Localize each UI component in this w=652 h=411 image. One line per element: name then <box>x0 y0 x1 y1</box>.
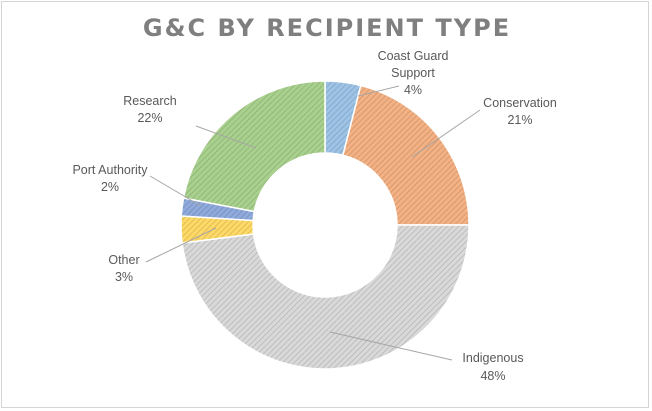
data-label-category: Coast Guard <box>378 49 449 63</box>
data-label-category: Conservation <box>483 96 557 110</box>
data-label-value: 4% <box>404 83 422 97</box>
data-label-category: Indigenous <box>462 351 523 365</box>
leader-line <box>357 85 400 97</box>
leader-line <box>149 175 202 207</box>
data-label-category: Research <box>123 94 177 108</box>
slice-indigenous <box>181 224 470 370</box>
data-label-value: 21% <box>507 113 532 127</box>
data-label-value: 22% <box>137 111 162 125</box>
data-label-category: Other <box>108 253 139 267</box>
data-label-category: Support <box>391 66 435 80</box>
leader-line <box>411 109 481 158</box>
leader-line <box>195 125 257 149</box>
leader-line <box>145 227 217 263</box>
data-label-value: 3% <box>115 270 133 284</box>
slice-conservation <box>341 84 470 226</box>
data-label-category: Port Authority <box>72 163 148 177</box>
slice-research <box>182 80 326 213</box>
data-label-value: 48% <box>480 369 505 383</box>
chart-title: G&C BY RECIPIENT TYPE <box>142 14 512 42</box>
leader-line <box>329 331 453 361</box>
data-label-value: 2% <box>101 180 119 194</box>
